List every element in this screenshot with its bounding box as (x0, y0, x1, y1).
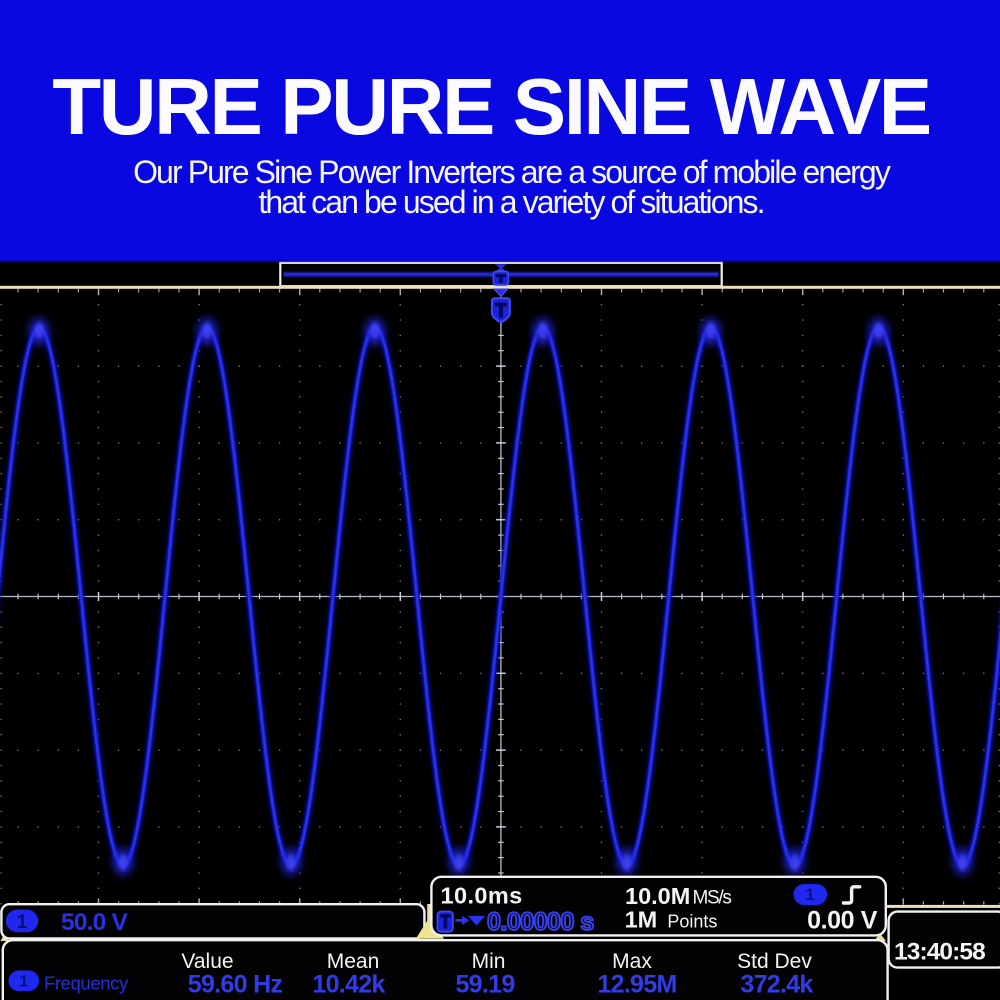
svg-text:MS/s: MS/s (693, 888, 732, 909)
svg-text:0.00 V: 0.00 V (807, 907, 878, 935)
svg-text:50.0 V: 50.0 V (61, 909, 128, 936)
svg-text:59.19: 59.19 (455, 971, 514, 999)
svg-text:1: 1 (805, 885, 814, 904)
svg-text:Value: Value (181, 950, 233, 973)
svg-text:372.4k: 372.4k (740, 971, 813, 999)
svg-text:Points: Points (667, 911, 717, 931)
svg-text:12.95M: 12.95M (597, 971, 676, 999)
svg-text:Std Dev: Std Dev (737, 950, 812, 973)
svg-text:Frequency: Frequency (44, 973, 129, 994)
svg-text:0.00000 s: 0.00000 s (487, 908, 594, 936)
svg-text:10.0M: 10.0M (625, 883, 690, 909)
svg-text:10.0ms: 10.0ms (441, 883, 523, 909)
svg-text:1M: 1M (625, 907, 658, 933)
svg-text:Max: Max (612, 950, 652, 973)
svg-text:10.42k: 10.42k (312, 971, 385, 999)
svg-text:1: 1 (19, 974, 28, 991)
svg-text:59.60 Hz: 59.60 Hz (188, 971, 283, 999)
svg-text:1: 1 (17, 912, 28, 933)
svg-text:Mean: Mean (327, 950, 380, 973)
svg-text:Min: Min (472, 950, 506, 973)
svg-text:13:40:58: 13:40:58 (894, 939, 985, 966)
